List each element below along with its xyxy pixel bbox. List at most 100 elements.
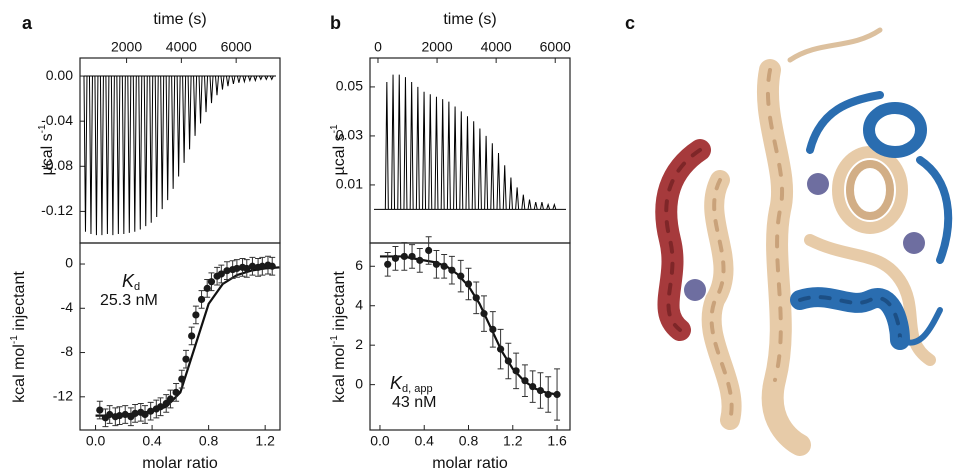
injection-peak bbox=[171, 76, 176, 189]
x-tick-label: 6000 bbox=[540, 39, 571, 55]
x-tick-label: 1.6 bbox=[547, 433, 567, 449]
data-point bbox=[504, 357, 512, 365]
injection-peak bbox=[154, 76, 159, 218]
y-axis-label: kcal mol-1 injectant bbox=[329, 271, 349, 403]
data-point bbox=[553, 390, 561, 399]
injection-peak bbox=[415, 86, 420, 210]
injection-peak bbox=[220, 75, 225, 90]
data-point bbox=[544, 390, 552, 399]
y-tick-label: 0 bbox=[65, 255, 73, 271]
injection-peak bbox=[121, 76, 126, 234]
annotation-symbol: K bbox=[390, 373, 403, 393]
injection-peak bbox=[187, 76, 192, 150]
y-label-text: kcal mol bbox=[331, 344, 348, 403]
y-tick-label: 0 bbox=[355, 375, 363, 391]
y-tick-label: -0.04 bbox=[41, 112, 73, 128]
data-point bbox=[248, 262, 257, 270]
x-tick-label: 0.0 bbox=[86, 433, 106, 449]
y-axis-label: kcal mol-1 injectant bbox=[9, 271, 29, 403]
data-point bbox=[448, 266, 456, 274]
data-point bbox=[141, 410, 149, 419]
data-point bbox=[115, 412, 124, 420]
injection-peak bbox=[176, 76, 181, 177]
injection-peak bbox=[105, 76, 110, 234]
data-point bbox=[489, 325, 497, 333]
injection-peak bbox=[502, 165, 507, 210]
injection-peak bbox=[209, 76, 214, 104]
data-point bbox=[106, 410, 114, 419]
injection-peak bbox=[160, 76, 165, 210]
y-axis-label: µcal s-1 bbox=[37, 124, 57, 175]
injection-peak bbox=[409, 82, 414, 210]
injection-peak bbox=[546, 202, 551, 210]
panel-label: b bbox=[330, 13, 341, 33]
y-label-text: kcal mol bbox=[11, 344, 28, 403]
y-label-text: µcal s bbox=[331, 133, 348, 175]
data-point bbox=[408, 252, 416, 261]
injection-peak bbox=[94, 76, 99, 236]
injection-peak bbox=[231, 75, 236, 85]
data-point bbox=[243, 264, 251, 273]
data-point bbox=[440, 262, 448, 270]
injection-peak bbox=[88, 76, 93, 234]
injection-peak bbox=[453, 106, 458, 210]
y-axis-label: µcal s-1 bbox=[329, 124, 349, 175]
data-point bbox=[529, 383, 537, 391]
injection-peak bbox=[269, 75, 274, 81]
injection-peak bbox=[264, 75, 269, 81]
injection-peak bbox=[515, 187, 520, 210]
injection-peak bbox=[422, 91, 427, 210]
data-point bbox=[432, 260, 441, 268]
data-point bbox=[207, 278, 216, 286]
injection-peak bbox=[465, 116, 470, 210]
injection-peak bbox=[484, 135, 489, 210]
data-point bbox=[464, 280, 473, 288]
x-tick-label: 0.8 bbox=[199, 433, 219, 449]
injection-peak bbox=[539, 201, 544, 210]
data-point bbox=[416, 256, 424, 264]
injection-peak bbox=[446, 101, 451, 210]
injection-peak bbox=[214, 76, 219, 96]
protein-structure bbox=[655, 27, 953, 456]
x-tick-label: 2000 bbox=[111, 39, 142, 55]
y-label-sup: -1 bbox=[329, 124, 340, 133]
injection-peak bbox=[149, 76, 154, 223]
y-tick-label: -4 bbox=[61, 299, 74, 315]
data-point bbox=[384, 260, 392, 268]
injection-peak bbox=[552, 202, 557, 210]
injection-peak bbox=[193, 76, 198, 136]
y-tick-label: 4 bbox=[355, 296, 363, 312]
data-point bbox=[521, 377, 529, 385]
x-tick-label: 6000 bbox=[221, 39, 252, 55]
data-point bbox=[457, 272, 465, 280]
annotation: Kd, app bbox=[390, 373, 433, 395]
x-tick-label: 4000 bbox=[166, 39, 197, 55]
data-point bbox=[217, 270, 225, 278]
x-axis-label: time (s) bbox=[443, 11, 496, 28]
data-point bbox=[178, 375, 186, 383]
y-label-sup: -1 bbox=[329, 335, 340, 344]
data-point bbox=[480, 310, 488, 318]
injection-peak bbox=[182, 76, 187, 163]
y-tick-label: 2 bbox=[355, 336, 363, 352]
data-point bbox=[166, 395, 175, 403]
injection-peak bbox=[471, 121, 476, 210]
injection-peak bbox=[165, 76, 170, 201]
injection-peak bbox=[508, 177, 513, 210]
data-point bbox=[258, 262, 266, 270]
injection-peak bbox=[440, 99, 445, 210]
x-tick-label: 2000 bbox=[421, 39, 452, 55]
data-point bbox=[536, 386, 545, 395]
x-tick-label: 0.4 bbox=[414, 433, 434, 449]
injection-peak bbox=[384, 82, 389, 210]
data-point bbox=[497, 345, 505, 353]
panel-label: c bbox=[625, 13, 635, 33]
injection-peak bbox=[397, 74, 402, 210]
data-point bbox=[223, 267, 231, 275]
data-point bbox=[425, 246, 433, 255]
injection-peak bbox=[138, 76, 143, 230]
injection-peak bbox=[242, 75, 247, 84]
injection-peak bbox=[99, 76, 104, 236]
injection-peak bbox=[258, 75, 263, 81]
data-point bbox=[147, 407, 155, 415]
